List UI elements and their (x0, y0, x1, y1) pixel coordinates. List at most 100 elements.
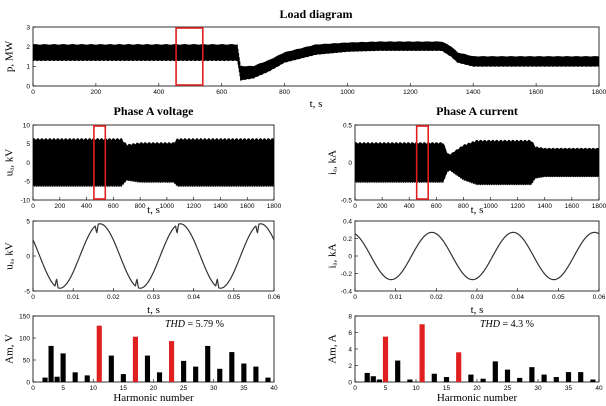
voltage_harmonics-chart: 0 5 10 15 20 25 30 35 40 0 50 100 150 Harmonic number… (4, 313, 278, 404)
x-tick-label: 0.04 (511, 294, 524, 301)
y-tick-label: 0 (26, 160, 30, 167)
y-tick-label: 2 (26, 44, 30, 51)
x-tick-label: 10 (90, 385, 98, 392)
x-tick-label: 800 (279, 89, 290, 96)
load-title: Load diagram (279, 7, 352, 21)
bar-highlighted (169, 341, 175, 382)
current_trend-signal (355, 139, 599, 186)
y-tick-label: 10 (23, 122, 31, 129)
bar (529, 367, 535, 382)
bar (84, 375, 90, 382)
voltage_trend-xlabel: t, s (147, 204, 160, 216)
x-tick-label: 0.06 (593, 294, 606, 301)
bar (565, 372, 572, 382)
bar (217, 368, 223, 382)
bar (578, 372, 584, 382)
bar-highlighted (132, 336, 138, 382)
current_harmonics-xlabel: Harmonic number (437, 392, 518, 404)
load-signal (33, 41, 599, 81)
y-tick-label: 0 (26, 83, 30, 90)
x-tick-label: 200 (54, 203, 65, 210)
x-tick-label: 400 (81, 203, 92, 210)
voltage_trend-series (33, 138, 274, 187)
bar (553, 377, 559, 382)
x-tick-label: 0.02 (107, 294, 120, 301)
x-tick-label: 1000 (340, 89, 355, 96)
x-tick-label: 1600 (565, 203, 580, 210)
x-tick-label: 1800 (592, 89, 606, 96)
x-tick-label: 0 (353, 294, 357, 301)
x-tick-label: 600 (216, 89, 227, 96)
load-series (33, 41, 599, 81)
current_wave-ylabel: iₐ, kA (327, 243, 339, 268)
x-tick-label: 0.05 (228, 294, 241, 301)
x-tick-label: 0 (353, 385, 357, 392)
x-tick-label: 35 (240, 385, 248, 392)
current_wave-chart: 0 0.01 0.02 0.03 0.04 0.05 0.06 -0.4 -0.2 0 0.2 0.4… (327, 218, 606, 316)
voltage_harmonics-thd-annotation: THD = 5.79 % (165, 319, 224, 330)
bar (504, 369, 511, 383)
bar (60, 353, 66, 382)
y-tick-label: 0 (348, 160, 352, 167)
x-tick-label: 1200 (186, 203, 201, 210)
bar (376, 379, 382, 382)
y-tick-label: 8 (348, 313, 352, 320)
bar (48, 345, 54, 382)
x-tick-label: 600 (431, 203, 442, 210)
bar (42, 377, 48, 382)
x-tick-label: 0 (31, 203, 35, 210)
voltage_trend-title: Phase A voltage (114, 104, 195, 118)
voltage_harmonics-xlabel: Harmonic number (113, 392, 194, 404)
y-tick-label: 0.4 (343, 218, 352, 225)
voltage_wave-series (32, 223, 275, 289)
bar (407, 379, 413, 382)
x-tick-label: 1400 (538, 203, 553, 210)
x-tick-label: 15 (443, 385, 451, 392)
load-ylabel: p, MW (4, 40, 16, 72)
x-tick-label: 0 (31, 294, 35, 301)
bar (241, 363, 247, 382)
bar (72, 372, 78, 382)
x-tick-label: 1000 (160, 203, 175, 210)
load-highlight-box (175, 27, 204, 86)
bar (443, 377, 450, 382)
x-tick-label: 200 (377, 203, 388, 210)
voltage_wave-ylabel: uₐ, kV (4, 242, 16, 270)
current_harmonics-chart: 0 5 10 15 20 25 30 35 40 0 2 4 6 8 Harmonic number Am, … (327, 313, 603, 404)
current_trend-series (355, 139, 599, 186)
x-tick-label: 10 (412, 385, 420, 392)
y-tick-label: -0.2 (341, 271, 353, 278)
y-tick-label: 6 (348, 330, 352, 337)
bar (395, 360, 401, 382)
current_harmonics-thd-annotation: THD = 4.3 % (480, 319, 534, 330)
y-tick-label: 0.2 (343, 236, 352, 243)
current_harmonics-ylabel: Am, A (327, 334, 339, 363)
x-tick-label: 5 (384, 385, 388, 392)
y-tick-label: -0.4 (341, 288, 353, 295)
y-tick-label: 0 (26, 253, 30, 260)
load-chart: 0 200 400 600 800 1000 1200 1400 1600 1800 0 1 2 3 Loa… (4, 7, 606, 110)
bar (541, 374, 547, 382)
x-tick-label: 5 (61, 385, 65, 392)
x-tick-label: 1800 (592, 203, 606, 210)
y-tick-label: -10 (21, 197, 31, 204)
y-tick-label: -5 (24, 288, 30, 295)
x-tick-label: 0 (353, 203, 357, 210)
x-tick-label: 200 (90, 89, 101, 96)
voltage_trend-signal (33, 138, 274, 187)
bar (253, 366, 259, 382)
bar (517, 377, 523, 383)
current_trend-xlabel: t, s (471, 204, 484, 216)
x-tick-label: 1800 (267, 203, 282, 210)
x-tick-label: 20 (150, 385, 158, 392)
bar (590, 379, 596, 382)
bar-highlighted (419, 324, 425, 382)
bar (229, 352, 235, 382)
bar (431, 373, 437, 382)
y-tick-label: 5 (26, 218, 30, 225)
voltage_harmonics-frame (32, 315, 275, 383)
x-tick-label: 1000 (483, 203, 498, 210)
bar (364, 372, 370, 382)
bar-highlighted (96, 325, 102, 382)
x-tick-label: 1400 (466, 89, 481, 96)
